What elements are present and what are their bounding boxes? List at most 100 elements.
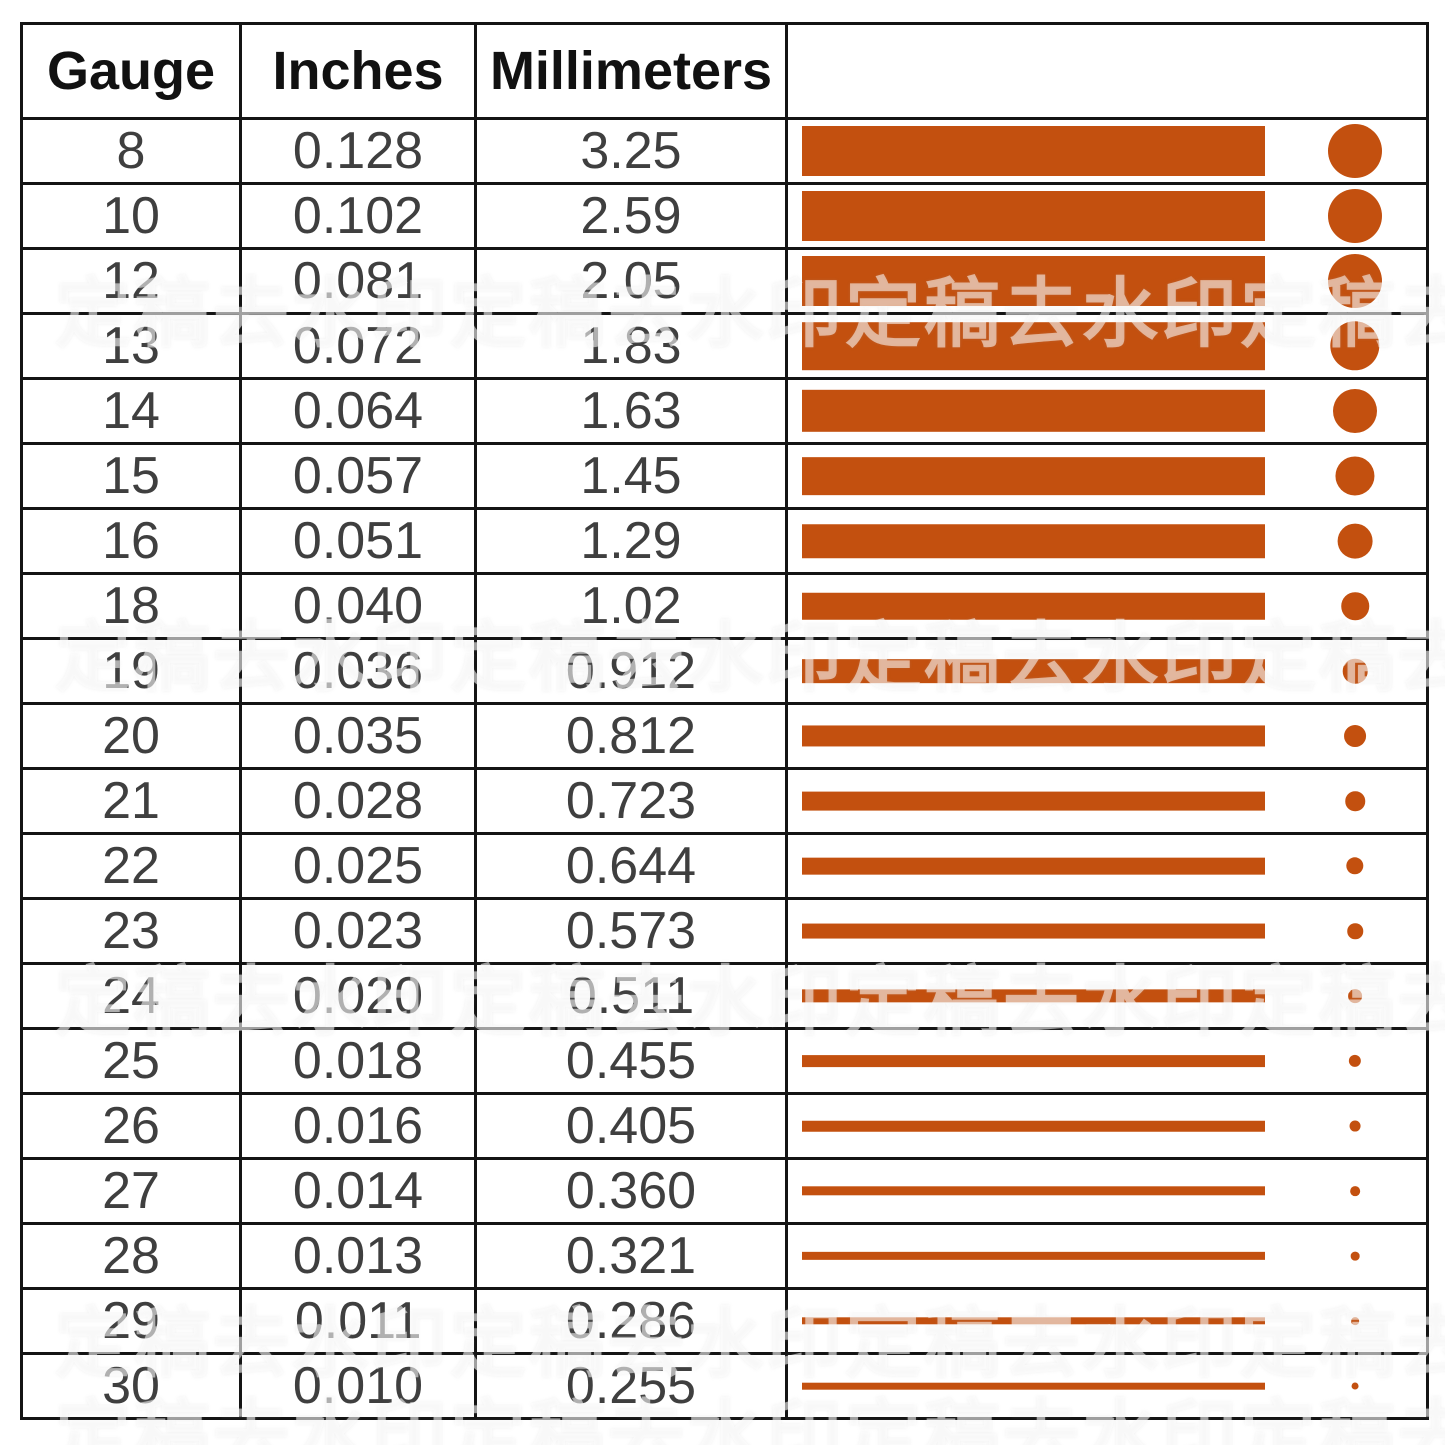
wire-thickness-bar [802,923,1265,939]
table-row: 21 0.028 0.723 [20,767,1429,835]
inches-cell: 0.057 [239,442,477,510]
wire-thickness-bar [802,791,1265,811]
wire-thickness-bar [802,857,1265,875]
wire-cross-section-dot [1348,989,1362,1003]
wire-thickness-bar [802,989,1265,1003]
wire-cross-section-dot [1347,923,1363,939]
wire-visual-cell [785,702,1429,770]
wire-cross-section-dot [1328,189,1382,243]
wire-visual-cell [785,832,1429,900]
millimeters-cell: 0.286 [474,1287,788,1355]
wire-thickness-bar [802,1251,1265,1261]
gauge-cell: 24 [20,962,242,1030]
wire-thickness-bar [802,1186,1265,1196]
wire-visual-cell [785,1352,1429,1420]
inches-cell: 0.014 [239,1157,477,1225]
gauge-cell: 27 [20,1157,242,1225]
inches-cell: 0.020 [239,962,477,1030]
gauge-cell: 21 [20,767,242,835]
inches-cell: 0.016 [239,1092,477,1160]
table-row: 25 0.018 0.455 [20,1027,1429,1095]
millimeters-cell: 0.723 [474,767,788,835]
wire-thickness-bar [802,126,1265,176]
inches-cell: 0.010 [239,1352,477,1420]
gauge-cell: 25 [20,1027,242,1095]
header-visual [785,22,1429,120]
wire-cross-section-dot [1341,592,1369,620]
wire-visual-cell [785,1092,1429,1160]
wire-cross-section-dot [1328,124,1382,178]
wire-thickness-bar [802,659,1265,683]
wire-cross-section-dot [1350,1186,1360,1196]
millimeters-cell: 0.255 [474,1352,788,1420]
table-row: 29 0.011 0.286 [20,1287,1429,1355]
inches-cell: 0.023 [239,897,477,965]
wire-cross-section-dot [1335,456,1375,496]
wire-thickness-bar [802,1055,1265,1067]
wire-visual-cell [785,1157,1429,1225]
wire-cross-section-dot [1350,1251,1360,1261]
wire-cross-section-dot [1333,389,1377,433]
table-row: 20 0.035 0.812 [20,702,1429,770]
wire-cross-section-dot [1337,523,1373,559]
wire-visual-cell [785,897,1429,965]
table-row: 27 0.014 0.360 [20,1157,1429,1225]
wire-thickness-bar [802,457,1265,495]
wire-cross-section-dot [1349,1120,1361,1132]
inches-cell: 0.064 [239,377,477,445]
millimeters-cell: 2.59 [474,182,788,250]
wire-thickness-bar [802,1382,1265,1390]
gauge-cell: 20 [20,702,242,770]
wire-cross-section-dot [1330,321,1380,371]
gauge-cell: 28 [20,1222,242,1290]
millimeters-cell: 1.63 [474,377,788,445]
inches-cell: 0.011 [239,1287,477,1355]
wire-visual-cell [785,1027,1429,1095]
millimeters-cell: 1.83 [474,312,788,380]
millimeters-cell: 0.511 [474,962,788,1030]
table-row: 18 0.040 1.02 [20,572,1429,640]
gauge-cell: 30 [20,1352,242,1420]
gauge-cell: 29 [20,1287,242,1355]
millimeters-cell: 2.05 [474,247,788,315]
wire-thickness-bar [802,1317,1265,1325]
wire-cross-section-dot [1328,254,1382,308]
inches-cell: 0.040 [239,572,477,640]
table-row: 10 0.102 2.59 [20,182,1429,250]
header-millimeters: Millimeters [474,22,788,120]
wire-visual-cell [785,1222,1429,1290]
wire-thickness-bar [802,524,1265,558]
table-row: 13 0.072 1.83 [20,312,1429,380]
wire-cross-section-dot [1345,791,1365,811]
header-inches: Inches [239,22,477,120]
header-row: Gauge Inches Millimeters [20,22,1429,120]
table-row: 16 0.051 1.29 [20,507,1429,575]
gauge-cell: 26 [20,1092,242,1160]
wire-visual-cell [785,312,1429,380]
inches-cell: 0.102 [239,182,477,250]
gauge-cell: 19 [20,637,242,705]
header-gauge: Gauge [20,22,242,120]
table-row: 15 0.057 1.45 [20,442,1429,510]
inches-cell: 0.128 [239,117,477,185]
wire-thickness-bar [802,322,1265,370]
millimeters-cell: 1.45 [474,442,788,510]
gauge-cell: 14 [20,377,242,445]
millimeters-cell: 0.644 [474,832,788,900]
table-row: 30 0.010 0.255 [20,1352,1429,1420]
millimeters-cell: 0.321 [474,1222,788,1290]
wire-visual-cell [785,117,1429,185]
table-row: 22 0.025 0.644 [20,832,1429,900]
wire-visual-cell [785,962,1429,1030]
table-row: 14 0.064 1.63 [20,377,1429,445]
gauge-cell: 8 [20,117,242,185]
wire-visual-cell [785,1287,1429,1355]
table-row: 24 0.020 0.511 [20,962,1429,1030]
wire-cross-section-dot [1351,1317,1359,1325]
table-row: 26 0.016 0.405 [20,1092,1429,1160]
gauge-cell: 10 [20,182,242,250]
wire-visual-cell [785,507,1429,575]
wire-visual-cell [785,377,1429,445]
inches-cell: 0.025 [239,832,477,900]
